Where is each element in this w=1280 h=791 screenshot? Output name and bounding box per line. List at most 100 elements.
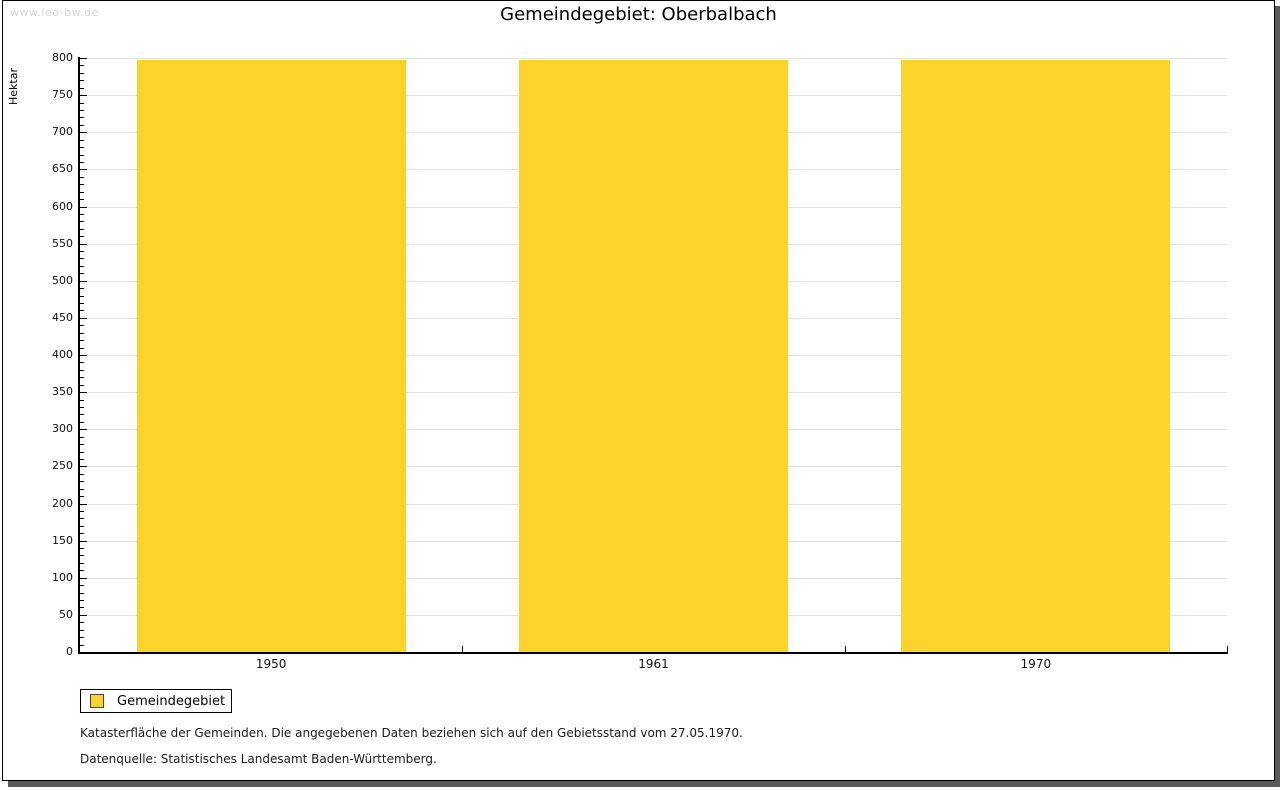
- y-minor-tick: [80, 258, 84, 260]
- y-minor-tick: [80, 228, 84, 230]
- y-major-tick: [80, 614, 87, 616]
- y-minor-tick: [80, 562, 84, 564]
- y-minor-tick: [80, 295, 84, 297]
- y-major-tick: [80, 58, 87, 59]
- y-minor-tick: [80, 109, 84, 111]
- y-minor-tick: [80, 265, 84, 267]
- y-minor-tick: [80, 525, 84, 527]
- y-minor-tick: [80, 637, 84, 639]
- y-major-tick: [80, 169, 87, 171]
- y-major-tick: [80, 317, 87, 319]
- y-minor-tick: [80, 644, 84, 646]
- y-minor-tick: [80, 518, 84, 520]
- y-minor-tick: [80, 570, 84, 572]
- y-minor-tick: [80, 213, 84, 215]
- y-minor-tick: [80, 555, 84, 557]
- y-tick-label: 100: [52, 570, 73, 584]
- y-minor-tick: [80, 273, 84, 275]
- y-minor-tick: [80, 406, 84, 408]
- y-minor-tick: [80, 629, 84, 631]
- y-minor-tick: [80, 421, 84, 423]
- x-boundary-tick: [1227, 646, 1228, 652]
- y-minor-tick: [80, 102, 84, 104]
- y-minor-tick: [80, 377, 84, 379]
- y-minor-tick: [80, 496, 84, 498]
- y-major-tick: [80, 206, 87, 208]
- y-tick-label: 250: [52, 459, 73, 473]
- y-major-tick: [80, 503, 87, 505]
- y-tick-label: 500: [52, 273, 73, 287]
- y-tick-label: 200: [52, 496, 73, 510]
- y-minor-tick: [80, 362, 84, 364]
- x-tick-label: 1970: [1020, 657, 1052, 671]
- y-minor-tick: [80, 533, 84, 535]
- y-tick-label: 350: [52, 385, 73, 399]
- y-major-tick: [80, 429, 87, 431]
- bar-1961: [519, 60, 788, 652]
- y-tick-label: 550: [52, 236, 73, 250]
- y-major-tick: [80, 540, 87, 542]
- watermark-text: www.leo-bw.de: [10, 6, 99, 19]
- y-minor-tick: [80, 161, 84, 163]
- gridline: [80, 58, 1227, 59]
- y-tick-label: 700: [52, 125, 73, 139]
- footnote-text: Katasterfläche der Gemeinden. Die angege…: [80, 726, 743, 740]
- y-minor-tick: [80, 548, 84, 550]
- y-minor-tick: [80, 384, 84, 386]
- y-minor-tick: [80, 592, 84, 594]
- y-minor-tick: [80, 340, 84, 342]
- y-minor-tick: [80, 458, 84, 460]
- y-tick-label: 50: [59, 607, 73, 621]
- y-tick-label: 0: [66, 645, 73, 658]
- y-minor-tick: [80, 451, 84, 453]
- y-minor-tick: [80, 473, 84, 475]
- y-minor-tick: [80, 154, 84, 156]
- y-minor-tick: [80, 600, 84, 602]
- y-minor-tick: [80, 221, 84, 223]
- y-tick-label: 600: [52, 199, 73, 213]
- data-source-text: Datenquelle: Statistisches Landesamt Bad…: [80, 752, 437, 766]
- y-minor-tick: [80, 139, 84, 141]
- y-major-tick: [80, 132, 87, 134]
- y-minor-tick: [80, 332, 84, 334]
- y-minor-tick: [80, 488, 84, 490]
- legend-label: Gemeindegebiet: [117, 693, 226, 709]
- y-minor-tick: [80, 436, 84, 438]
- y-minor-tick: [80, 607, 84, 609]
- x-axis-line: [78, 652, 1228, 654]
- y-minor-tick: [80, 184, 84, 186]
- y-tick-label: 300: [52, 422, 73, 436]
- y-minor-tick: [80, 176, 84, 178]
- y-axis-line: [78, 57, 80, 653]
- y-minor-tick: [80, 236, 84, 238]
- y-minor-tick: [80, 87, 84, 89]
- y-major-tick: [80, 280, 87, 282]
- y-minor-tick: [80, 347, 84, 349]
- y-minor-tick: [80, 369, 84, 371]
- chart-title: Gemeindegebiet: Oberbalbach: [500, 4, 777, 25]
- y-minor-tick: [80, 199, 84, 201]
- y-tick-label: 650: [52, 162, 73, 176]
- y-minor-tick: [80, 65, 84, 67]
- y-minor-tick: [80, 191, 84, 193]
- y-major-tick: [80, 466, 87, 468]
- y-minor-tick: [80, 399, 84, 401]
- plot-area: 0 50 100 150 200 250 300 350 400 450 500 550 600 650 7…: [3, 1, 1274, 780]
- y-tick-label: 150: [52, 533, 73, 547]
- y-minor-tick: [80, 444, 84, 446]
- y-major-tick: [80, 243, 87, 245]
- x-boundary-tick: [844, 646, 846, 652]
- y-minor-tick: [80, 72, 84, 74]
- y-major-tick: [80, 95, 87, 97]
- legend-swatch-icon: [90, 694, 104, 708]
- y-minor-tick: [80, 414, 84, 416]
- x-tick-label: 1950: [255, 657, 287, 671]
- y-minor-tick: [80, 251, 84, 253]
- bar-1950: [136, 60, 406, 652]
- y-minor-tick: [80, 325, 84, 327]
- y-major-tick: [80, 355, 87, 356]
- y-major-tick: [80, 577, 87, 579]
- y-minor-tick: [80, 622, 84, 624]
- y-minor-tick: [80, 117, 84, 119]
